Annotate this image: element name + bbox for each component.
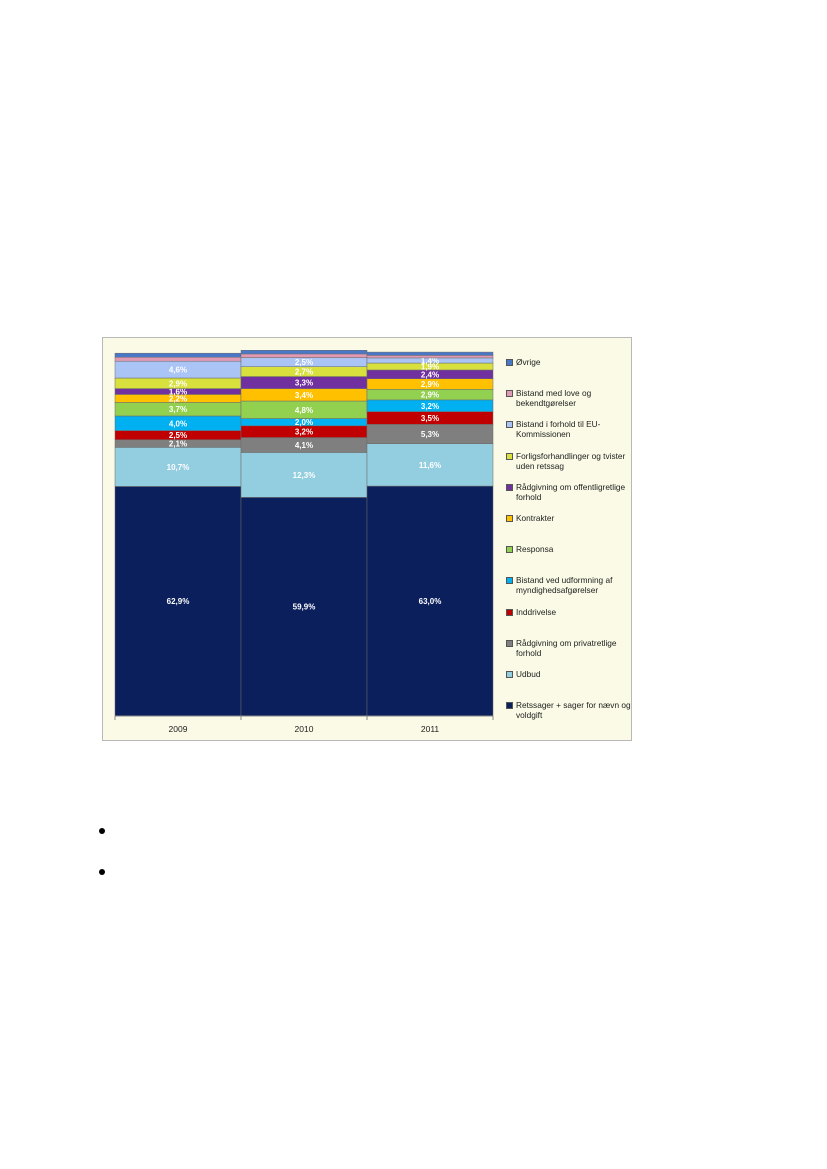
data-label: 3,3% bbox=[295, 379, 313, 388]
legend-item: Forligsforhandlinger og tvister uden ret… bbox=[506, 451, 634, 471]
legend-label: Bistand med love og bekendtgørelser bbox=[516, 388, 592, 409]
legend-item: Rådgivning om privatretlige forhold bbox=[506, 638, 634, 658]
data-label: 4,0% bbox=[169, 419, 187, 428]
bar-segment bbox=[114, 352, 242, 358]
legend-label: Rådgivning om offentligretlige forhold bbox=[516, 481, 626, 502]
legend-swatch bbox=[506, 577, 513, 585]
data-label: 2,5% bbox=[169, 431, 187, 440]
legend-swatch bbox=[506, 608, 513, 616]
legend-label: Udbud bbox=[516, 669, 541, 679]
data-label: 2,9% bbox=[421, 391, 439, 400]
legend-swatch bbox=[506, 483, 513, 491]
legend-swatch bbox=[506, 546, 513, 554]
data-label: 3,2% bbox=[421, 402, 439, 411]
legend-label: Bistand ved udformning af myndighedsafgø… bbox=[516, 575, 613, 596]
legend-label: Inddrivelse bbox=[516, 606, 557, 617]
legend-swatch bbox=[506, 359, 513, 366]
data-label: 3,7% bbox=[169, 405, 187, 414]
legend-item: Bistand ved udformning af myndighedsafgø… bbox=[506, 575, 634, 595]
legend-item: Rådgivning om offentligretlige forhold bbox=[506, 482, 634, 502]
legend-label: Retssager + sager for nævn og voldgift bbox=[516, 700, 631, 721]
bar-segment bbox=[366, 443, 494, 487]
data-label: 1,9% bbox=[421, 363, 439, 372]
legend-label: Responsa bbox=[516, 544, 554, 555]
data-label: 1,4% bbox=[421, 356, 439, 365]
data-label: 63,0% bbox=[419, 597, 442, 606]
bar-segment bbox=[366, 351, 494, 356]
legend-item: Responsa bbox=[506, 544, 634, 554]
data-label: 3,2% bbox=[295, 428, 313, 437]
legend-item: Retssager + sager for nævn og voldgift bbox=[506, 700, 634, 720]
x-tick-label: 2010 bbox=[295, 724, 314, 734]
data-label: 2,1% bbox=[169, 440, 187, 449]
data-label: 11,6% bbox=[419, 461, 441, 470]
data-label: 62,9% bbox=[167, 597, 190, 606]
legend-label: Bistand i forhold til EU-Kommissionen bbox=[516, 419, 601, 440]
legend-swatch bbox=[506, 639, 513, 647]
data-label: 2,2% bbox=[169, 394, 187, 403]
data-label: 2,0% bbox=[295, 418, 313, 427]
legend-swatch bbox=[506, 390, 513, 398]
legend-item: Bistand i forhold til EU-Kommissionen bbox=[506, 419, 634, 439]
data-label: 2,9% bbox=[169, 379, 187, 388]
data-label: 2,7% bbox=[295, 368, 313, 377]
bar-segment bbox=[240, 350, 368, 355]
bar-segment bbox=[240, 353, 368, 358]
bullet-point-1 bbox=[99, 828, 105, 834]
bar-segment bbox=[114, 356, 242, 362]
data-label: 12,3% bbox=[293, 471, 316, 480]
data-label: 1,6% bbox=[169, 388, 187, 397]
legend-item: Øvrige bbox=[506, 357, 634, 367]
legend-swatch bbox=[506, 452, 513, 460]
x-tick-label: 2011 bbox=[421, 724, 440, 734]
legend-label: Kontrakter bbox=[516, 513, 555, 523]
data-label: 2,4% bbox=[421, 370, 439, 379]
data-label: 4,6% bbox=[169, 366, 187, 375]
bullet-point-2 bbox=[99, 869, 105, 875]
legend-label: Øvrige bbox=[516, 357, 541, 367]
legend-item: Inddrivelse bbox=[506, 607, 634, 617]
legend-label: Rådgivning om privatretlige forhold bbox=[516, 637, 617, 658]
legend-swatch bbox=[506, 515, 513, 522]
data-label: 2,9% bbox=[421, 380, 439, 389]
data-label: 4,1% bbox=[295, 441, 313, 450]
data-label: 5,3% bbox=[421, 430, 439, 439]
legend-item: Udbud bbox=[506, 669, 634, 679]
data-label: 59,9% bbox=[293, 603, 316, 612]
legend-label: Forligsforhandlinger og tvister uden ret… bbox=[516, 450, 626, 471]
data-label: 10,7% bbox=[167, 463, 190, 472]
data-label: 3,4% bbox=[295, 391, 313, 400]
legend-swatch bbox=[506, 671, 513, 678]
legend-item: Bistand med love og bekendtgørelser bbox=[506, 388, 634, 408]
x-tick-label: 2009 bbox=[169, 724, 188, 734]
bar-segment bbox=[240, 497, 368, 717]
data-label: 4,8% bbox=[295, 406, 313, 415]
data-label: 2,5% bbox=[295, 358, 313, 367]
bar-segment bbox=[114, 486, 242, 717]
legend-item: Kontrakter bbox=[506, 513, 634, 523]
data-label: 3,5% bbox=[421, 414, 439, 423]
legend-swatch bbox=[506, 421, 513, 429]
bar-segment bbox=[366, 355, 494, 359]
legend-swatch bbox=[506, 702, 513, 710]
bar-segment bbox=[366, 485, 494, 717]
